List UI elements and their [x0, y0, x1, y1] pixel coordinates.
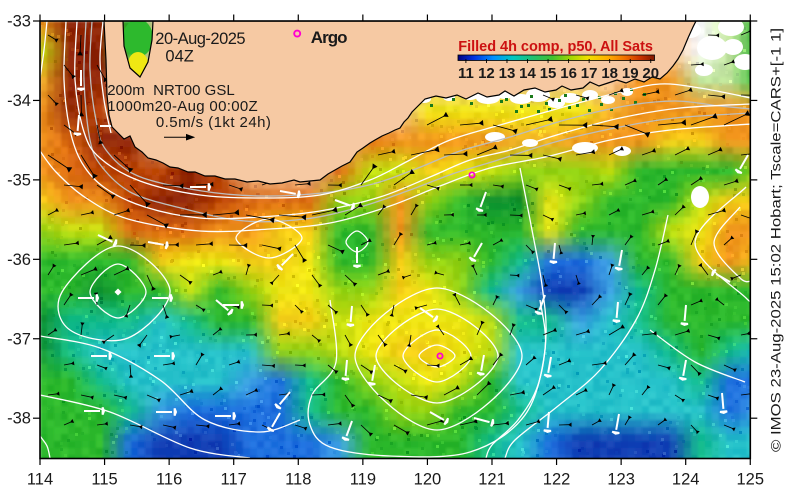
- svg-text:12: 12: [478, 65, 495, 82]
- svg-text:-38: -38: [7, 410, 31, 428]
- svg-text:115: 115: [91, 471, 117, 489]
- svg-text:116: 116: [156, 471, 182, 489]
- svg-text:15: 15: [540, 65, 557, 82]
- svg-text:© IMOS 23-Aug-2025 15:02 Hobar: © IMOS 23-Aug-2025 15:02 Hobart; Tscale=…: [769, 28, 785, 452]
- svg-text:1000m20-Aug 00:00Z: 1000m20-Aug 00:00Z: [107, 98, 258, 115]
- svg-text:-35: -35: [7, 171, 31, 189]
- svg-text:11: 11: [458, 65, 474, 82]
- svg-text:18: 18: [601, 65, 618, 82]
- svg-text:125: 125: [737, 471, 765, 489]
- svg-text:-33: -33: [7, 13, 31, 31]
- svg-text:124: 124: [672, 471, 700, 489]
- svg-text:13: 13: [499, 65, 516, 82]
- svg-text:14: 14: [519, 65, 536, 82]
- svg-text:-34: -34: [7, 92, 31, 110]
- svg-text:122: 122: [543, 471, 571, 489]
- svg-text:0.5m/s (1kt 24h): 0.5m/s (1kt 24h): [156, 114, 271, 131]
- svg-text:Filled 4h comp, p50, All Sats: Filled 4h comp, p50, All Sats: [458, 39, 653, 55]
- svg-text:17: 17: [581, 65, 598, 82]
- svg-text:20-Aug-2025: 20-Aug-2025: [155, 30, 245, 48]
- svg-text:123: 123: [607, 471, 635, 489]
- svg-text:117: 117: [221, 471, 247, 489]
- svg-text:200m NRT00 GSL: 200m NRT00 GSL: [107, 82, 235, 99]
- svg-text:121: 121: [478, 471, 506, 489]
- svg-text:-36: -36: [7, 251, 31, 269]
- svg-text:120: 120: [414, 471, 442, 489]
- svg-text:04Z: 04Z: [165, 48, 194, 66]
- svg-text:118: 118: [285, 471, 311, 489]
- svg-text:20: 20: [642, 65, 659, 82]
- svg-text:119: 119: [350, 471, 376, 489]
- svg-text:19: 19: [622, 65, 639, 82]
- svg-text:Argo: Argo: [311, 28, 348, 47]
- svg-text:-37: -37: [7, 330, 31, 348]
- svg-text:114: 114: [27, 471, 53, 489]
- svg-text:16: 16: [560, 65, 577, 82]
